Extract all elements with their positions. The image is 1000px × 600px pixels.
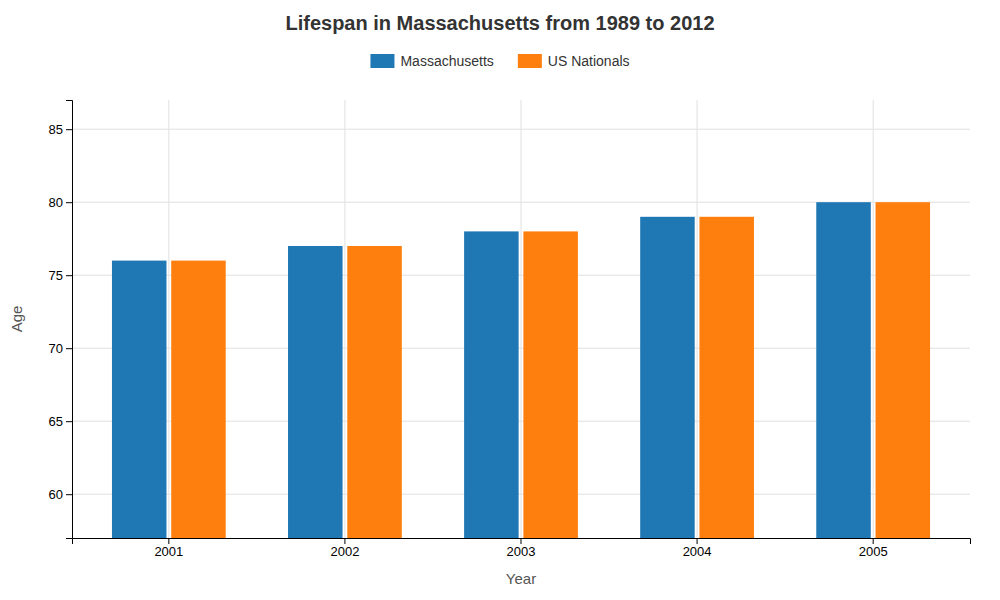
- bar: [171, 261, 226, 538]
- axis-line: [73, 539, 971, 545]
- legend: Massachusetts US Nationals: [370, 53, 629, 69]
- x-axis-title: Year: [506, 570, 536, 587]
- tick-label: 85: [49, 122, 63, 137]
- tick-mark: [66, 129, 72, 130]
- legend-swatch: [370, 54, 394, 68]
- y-tick: 80: [49, 195, 72, 210]
- y-tick: 75: [49, 268, 72, 283]
- tick-mark: [66, 275, 72, 276]
- bar: [699, 217, 754, 538]
- grid-line-x: [344, 100, 345, 538]
- tick-label: 75: [49, 268, 63, 283]
- bar-series: [112, 202, 871, 538]
- tick-label: 2004: [683, 544, 712, 559]
- y-tick: 60: [49, 487, 72, 502]
- axis-line: [66, 101, 73, 539]
- bar: [464, 231, 519, 538]
- tick-label: 70: [49, 341, 63, 356]
- tick-mark: [344, 538, 345, 544]
- bar: [640, 217, 695, 538]
- bar: [112, 261, 167, 538]
- plot-area: 2001 2002 2003 2004 2005 60 65 70 75 80 85: [49, 100, 971, 600]
- legend-swatch: [518, 54, 542, 68]
- y-tick: 70: [49, 341, 72, 356]
- tick-mark: [873, 538, 874, 544]
- tick-mark: [66, 494, 72, 495]
- bars: [112, 202, 930, 538]
- grid-line-x: [521, 100, 522, 538]
- bar: [876, 202, 931, 538]
- tick-label: 60: [49, 487, 63, 502]
- y-axis-title: Age: [8, 306, 25, 333]
- legend-item: Massachusetts: [370, 53, 493, 69]
- x-axis: 2001 2002 2003 2004 2005: [73, 538, 971, 559]
- tick-label: 2003: [507, 544, 536, 559]
- grid-line-x: [168, 100, 169, 538]
- grid-line-x: [873, 100, 874, 538]
- y-tick: 85: [49, 122, 72, 137]
- x-tick: 2005: [859, 538, 888, 559]
- x-tick: 2002: [330, 538, 359, 559]
- y-axis: 60 65 70 75 80 85: [49, 101, 73, 539]
- tick-mark: [168, 538, 169, 544]
- chart-container: Lifespan in Massachusetts from 1989 to 2…: [0, 0, 1000, 600]
- x-tick: 2003: [507, 538, 536, 559]
- tick-label: 2001: [154, 544, 183, 559]
- tick-mark: [521, 538, 522, 544]
- bar: [816, 202, 871, 538]
- bar-series: [171, 202, 930, 538]
- tick-mark: [66, 348, 72, 349]
- tick-label: 65: [49, 414, 63, 429]
- grid-line-x: [697, 100, 698, 538]
- legend-label: US Nationals: [548, 53, 630, 69]
- bar: [523, 231, 578, 538]
- tick-label: 2002: [330, 544, 359, 559]
- bar: [288, 246, 343, 538]
- legend-item: US Nationals: [518, 53, 630, 69]
- tick-mark: [66, 421, 72, 422]
- y-tick: 65: [49, 414, 72, 429]
- tick-label: 2005: [859, 544, 888, 559]
- chart-title: Lifespan in Massachusetts from 1989 to 2…: [285, 12, 714, 34]
- tick-label: 80: [49, 195, 63, 210]
- legend-label: Massachusetts: [400, 53, 493, 69]
- tick-mark: [66, 202, 72, 203]
- bar: [347, 246, 402, 538]
- tick-mark: [697, 538, 698, 544]
- chart-svg: Lifespan in Massachusetts from 1989 to 2…: [0, 0, 1000, 600]
- x-tick: 2004: [683, 538, 712, 559]
- x-tick: 2001: [154, 538, 183, 559]
